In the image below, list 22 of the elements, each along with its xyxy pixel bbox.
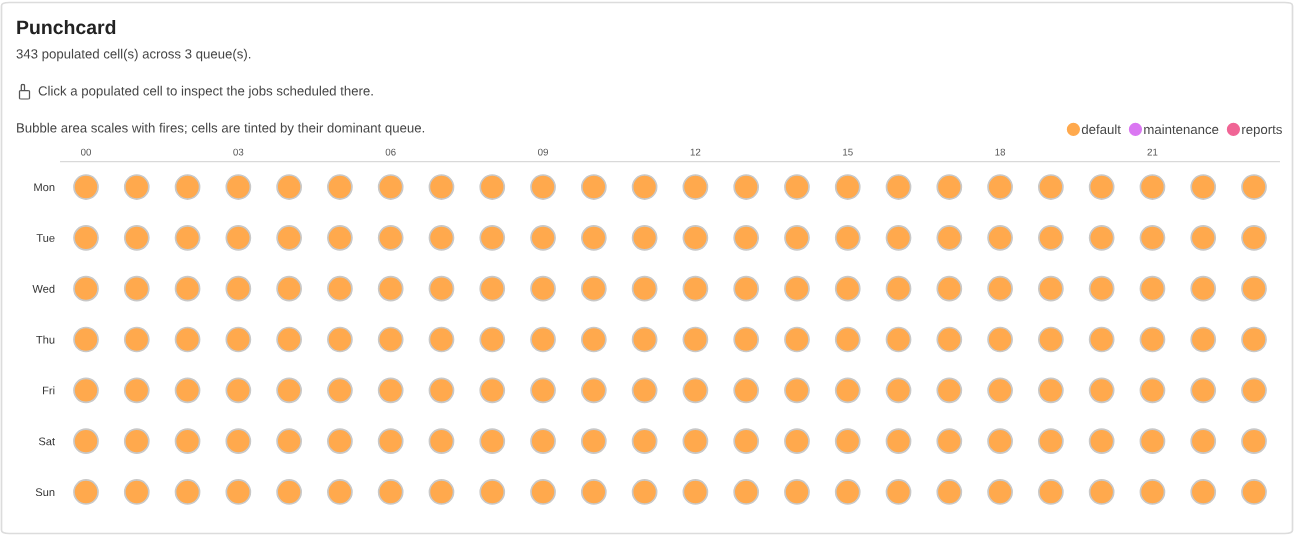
text: Bubble area scales with fires; cells are tinted by their dominant queue.	[17, 122, 425, 136]
x-tick-label: 12	[690, 148, 701, 156]
y-tick-label: Tue	[36, 234, 55, 242]
legend-label: default	[1081, 124, 1121, 135]
chart-title: Punchcard	[17, 19, 116, 35]
legend-label: reports	[1242, 125, 1282, 137]
text: Click a populated cell to inspect the jobs scheduled there.	[38, 85, 373, 99]
y-tick-label: Sat	[38, 437, 55, 446]
y-tick-label: Wed	[32, 284, 55, 293]
y-tick-label: Thu	[36, 335, 55, 344]
x-tick-label: 18	[995, 148, 1006, 156]
x-tick-label: 15	[843, 148, 853, 156]
x-tick-label: 09	[538, 148, 548, 156]
x-tick-label: 21	[1147, 148, 1158, 156]
legend-label: maintenance	[1144, 124, 1219, 135]
y-tick-label: Mon	[34, 183, 55, 192]
y-tick-label: Fri	[43, 386, 55, 395]
chart-subtitle: 343 populated cell(s) across 3 queue(s).	[16, 48, 251, 62]
y-tick-label: Sun	[35, 488, 55, 497]
x-tick-label: 00	[80, 148, 92, 156]
x-tick-label: 03	[233, 148, 244, 156]
x-tick-label: 06	[385, 148, 396, 156]
